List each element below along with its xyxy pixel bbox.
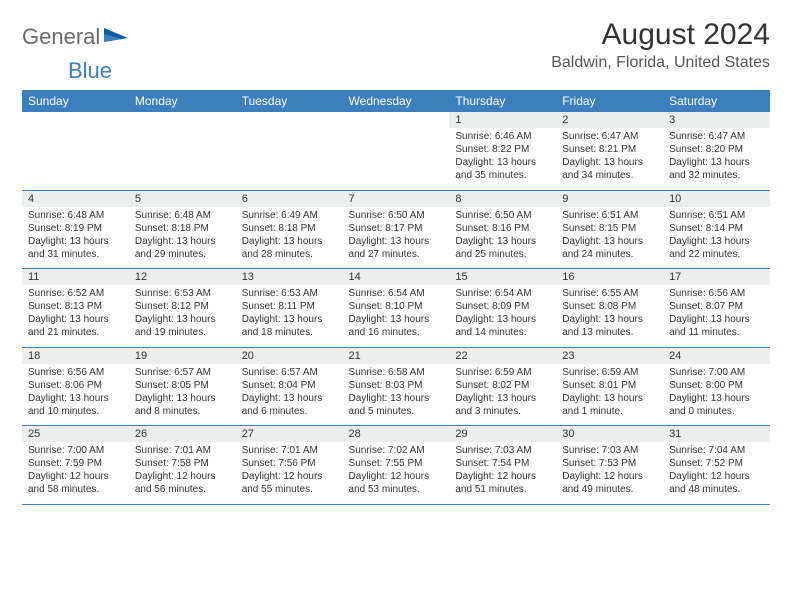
day-info-cell: Sunrise: 6:46 AMSunset: 8:22 PMDaylight:… — [449, 128, 556, 190]
day-info-cell: Sunrise: 6:51 AMSunset: 8:15 PMDaylight:… — [556, 207, 663, 269]
day-number-cell: 26 — [129, 426, 236, 443]
day-number-cell — [236, 112, 343, 128]
day-info-row: Sunrise: 6:48 AMSunset: 8:19 PMDaylight:… — [22, 207, 770, 269]
day-info-cell: Sunrise: 6:56 AMSunset: 8:07 PMDaylight:… — [663, 285, 770, 347]
day-info-cell: Sunrise: 6:57 AMSunset: 8:04 PMDaylight:… — [236, 364, 343, 426]
day-number-cell: 2 — [556, 112, 663, 128]
day-info-cell: Sunrise: 6:47 AMSunset: 8:20 PMDaylight:… — [663, 128, 770, 190]
day-number-cell: 6 — [236, 190, 343, 207]
logo-flag-icon — [104, 26, 130, 49]
day-info-cell: Sunrise: 6:54 AMSunset: 8:10 PMDaylight:… — [343, 285, 450, 347]
day-number-cell: 14 — [343, 269, 450, 286]
day-info-cell: Sunrise: 6:57 AMSunset: 8:05 PMDaylight:… — [129, 364, 236, 426]
weekday-header: Thursday — [449, 90, 556, 112]
day-info-cell: Sunrise: 7:02 AMSunset: 7:55 PMDaylight:… — [343, 442, 450, 504]
day-number-cell: 23 — [556, 347, 663, 364]
day-number-cell: 17 — [663, 269, 770, 286]
day-number-cell: 10 — [663, 190, 770, 207]
day-info-cell: Sunrise: 6:53 AMSunset: 8:11 PMDaylight:… — [236, 285, 343, 347]
day-info-cell: Sunrise: 7:03 AMSunset: 7:53 PMDaylight:… — [556, 442, 663, 504]
day-number-cell: 22 — [449, 347, 556, 364]
day-info-cell: Sunrise: 6:55 AMSunset: 8:08 PMDaylight:… — [556, 285, 663, 347]
day-number-cell: 15 — [449, 269, 556, 286]
day-info-cell: Sunrise: 6:56 AMSunset: 8:06 PMDaylight:… — [22, 364, 129, 426]
weekday-header: Tuesday — [236, 90, 343, 112]
day-number-row: 25262728293031 — [22, 426, 770, 443]
day-info-cell: Sunrise: 6:53 AMSunset: 8:12 PMDaylight:… — [129, 285, 236, 347]
day-number-cell: 18 — [22, 347, 129, 364]
weekday-header: Friday — [556, 90, 663, 112]
day-info-cell: Sunrise: 7:03 AMSunset: 7:54 PMDaylight:… — [449, 442, 556, 504]
day-number-cell: 27 — [236, 426, 343, 443]
day-info-row: Sunrise: 6:56 AMSunset: 8:06 PMDaylight:… — [22, 364, 770, 426]
day-info-cell: Sunrise: 6:52 AMSunset: 8:13 PMDaylight:… — [22, 285, 129, 347]
weekday-header: Monday — [129, 90, 236, 112]
day-number-cell — [343, 112, 450, 128]
day-info-cell: Sunrise: 7:01 AMSunset: 7:58 PMDaylight:… — [129, 442, 236, 504]
calendar-table: SundayMondayTuesdayWednesdayThursdayFrid… — [22, 90, 770, 505]
calendar-body: 123Sunrise: 6:46 AMSunset: 8:22 PMDaylig… — [22, 112, 770, 504]
day-number-cell: 1 — [449, 112, 556, 128]
day-info-cell: Sunrise: 6:59 AMSunset: 8:02 PMDaylight:… — [449, 364, 556, 426]
day-info-row: Sunrise: 6:52 AMSunset: 8:13 PMDaylight:… — [22, 285, 770, 347]
day-info-cell: Sunrise: 6:48 AMSunset: 8:18 PMDaylight:… — [129, 207, 236, 269]
logo: General — [22, 24, 132, 50]
day-number-cell: 8 — [449, 190, 556, 207]
day-number-cell: 7 — [343, 190, 450, 207]
day-number-cell: 29 — [449, 426, 556, 443]
day-info-cell: Sunrise: 6:50 AMSunset: 8:17 PMDaylight:… — [343, 207, 450, 269]
day-info-cell: Sunrise: 6:58 AMSunset: 8:03 PMDaylight:… — [343, 364, 450, 426]
day-number-cell: 9 — [556, 190, 663, 207]
day-number-cell: 28 — [343, 426, 450, 443]
day-number-cell: 11 — [22, 269, 129, 286]
title-block: August 2024 Baldwin, Florida, United Sta… — [551, 18, 770, 72]
month-title: August 2024 — [551, 18, 770, 52]
day-info-row: Sunrise: 6:46 AMSunset: 8:22 PMDaylight:… — [22, 128, 770, 190]
day-info-cell: Sunrise: 7:00 AMSunset: 7:59 PMDaylight:… — [22, 442, 129, 504]
day-number-row: 11121314151617 — [22, 269, 770, 286]
day-info-cell — [22, 128, 129, 190]
day-number-row: 45678910 — [22, 190, 770, 207]
day-info-cell: Sunrise: 6:47 AMSunset: 8:21 PMDaylight:… — [556, 128, 663, 190]
day-number-cell: 21 — [343, 347, 450, 364]
calendar-header-row: SundayMondayTuesdayWednesdayThursdayFrid… — [22, 90, 770, 112]
weekday-header: Saturday — [663, 90, 770, 112]
day-number-cell: 20 — [236, 347, 343, 364]
day-number-cell: 4 — [22, 190, 129, 207]
day-info-cell — [129, 128, 236, 190]
day-info-cell: Sunrise: 6:59 AMSunset: 8:01 PMDaylight:… — [556, 364, 663, 426]
day-number-cell: 16 — [556, 269, 663, 286]
day-number-cell: 3 — [663, 112, 770, 128]
weekday-header: Wednesday — [343, 90, 450, 112]
logo-text-general: General — [22, 24, 100, 50]
day-number-cell — [22, 112, 129, 128]
day-number-cell: 19 — [129, 347, 236, 364]
logo-text-blue: Blue — [68, 58, 112, 84]
day-info-cell: Sunrise: 7:01 AMSunset: 7:56 PMDaylight:… — [236, 442, 343, 504]
day-info-cell: Sunrise: 7:04 AMSunset: 7:52 PMDaylight:… — [663, 442, 770, 504]
day-info-cell: Sunrise: 6:51 AMSunset: 8:14 PMDaylight:… — [663, 207, 770, 269]
day-info-row: Sunrise: 7:00 AMSunset: 7:59 PMDaylight:… — [22, 442, 770, 504]
day-number-cell: 30 — [556, 426, 663, 443]
day-info-cell: Sunrise: 6:54 AMSunset: 8:09 PMDaylight:… — [449, 285, 556, 347]
day-number-cell: 25 — [22, 426, 129, 443]
day-info-cell: Sunrise: 6:49 AMSunset: 8:18 PMDaylight:… — [236, 207, 343, 269]
day-number-cell — [129, 112, 236, 128]
day-number-cell: 5 — [129, 190, 236, 207]
day-info-cell — [236, 128, 343, 190]
day-number-row: 18192021222324 — [22, 347, 770, 364]
day-number-cell: 31 — [663, 426, 770, 443]
weekday-header: Sunday — [22, 90, 129, 112]
day-info-cell: Sunrise: 6:48 AMSunset: 8:19 PMDaylight:… — [22, 207, 129, 269]
day-number-cell: 24 — [663, 347, 770, 364]
location-text: Baldwin, Florida, United States — [551, 54, 770, 72]
day-number-cell: 13 — [236, 269, 343, 286]
day-number-cell: 12 — [129, 269, 236, 286]
day-info-cell: Sunrise: 6:50 AMSunset: 8:16 PMDaylight:… — [449, 207, 556, 269]
day-info-cell — [343, 128, 450, 190]
day-info-cell: Sunrise: 7:00 AMSunset: 8:00 PMDaylight:… — [663, 364, 770, 426]
day-number-row: 123 — [22, 112, 770, 128]
